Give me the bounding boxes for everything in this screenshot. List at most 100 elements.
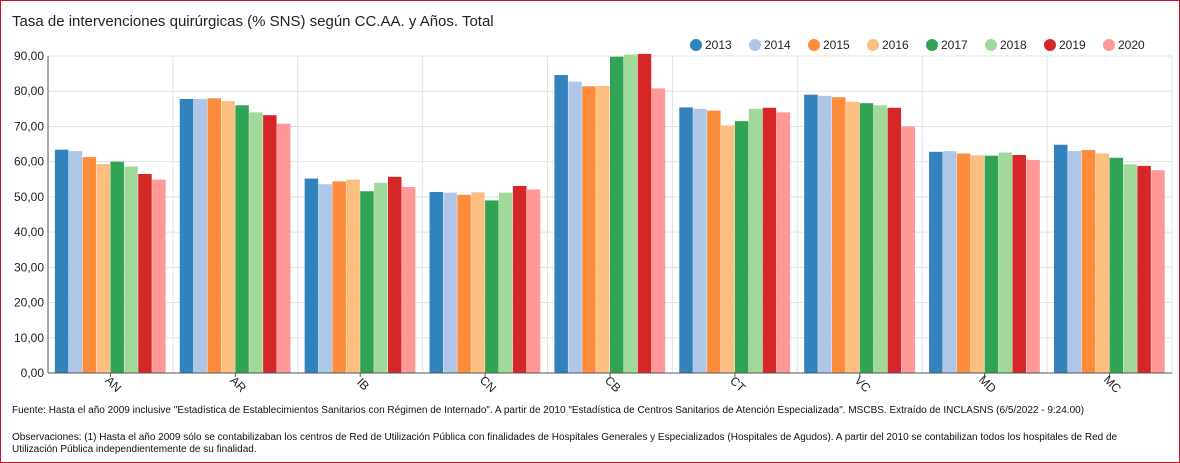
legend-marker xyxy=(1103,39,1115,51)
bar-CN-2020[interactable] xyxy=(526,189,541,373)
legend-label: 2020 xyxy=(1118,38,1145,52)
bar-MD-2017[interactable] xyxy=(984,155,999,373)
bar-MC-2019[interactable] xyxy=(1137,165,1151,373)
legend-marker xyxy=(985,39,997,51)
bar-MD-2019[interactable] xyxy=(1012,154,1026,373)
observations-note: Observaciones: (1) Hasta el año 2009 sól… xyxy=(12,432,1118,455)
bar-MC-2013[interactable] xyxy=(1053,144,1068,373)
bar-CB-2016[interactable] xyxy=(596,85,610,373)
bar-CB-2020[interactable] xyxy=(651,88,666,374)
bar-VC-2020[interactable] xyxy=(901,126,915,373)
legend-item-2014[interactable]: 2014 xyxy=(749,38,791,52)
bar-AN-2018[interactable] xyxy=(124,166,138,373)
bar-CT-2018[interactable] xyxy=(748,108,763,373)
bar-MC-2014[interactable] xyxy=(1067,151,1082,373)
bar-MD-2015[interactable] xyxy=(956,153,971,373)
bar-MC-2020[interactable] xyxy=(1151,170,1165,373)
y-tick-label: 70,00 xyxy=(14,119,44,133)
bar-CT-2017[interactable] xyxy=(734,121,749,373)
bar-VC-2014[interactable] xyxy=(818,95,832,374)
bar-MD-2014[interactable] xyxy=(942,151,957,373)
x-tick-label: CN xyxy=(477,373,499,395)
legend-label: 2017 xyxy=(941,38,968,52)
legend-marker xyxy=(926,39,938,51)
x-tick-label: MD xyxy=(976,373,999,396)
bar-MD-2013[interactable] xyxy=(929,151,943,373)
bar-CN-2019[interactable] xyxy=(512,185,527,373)
bar-AN-2017[interactable] xyxy=(110,161,124,373)
legend-label: 2018 xyxy=(1000,38,1027,52)
bar-IB-2018[interactable] xyxy=(374,182,388,373)
bar-CB-2019[interactable] xyxy=(637,53,652,373)
bar-MD-2020[interactable] xyxy=(1026,159,1040,373)
bar-VC-2013[interactable] xyxy=(804,94,818,374)
bar-AR-2015[interactable] xyxy=(207,98,222,374)
y-tick-label: 30,00 xyxy=(14,260,44,274)
legend-item-2018[interactable]: 2018 xyxy=(985,38,1027,52)
bar-IB-2019[interactable] xyxy=(388,176,402,373)
bar-AR-2019[interactable] xyxy=(263,115,277,374)
bar-MC-2015[interactable] xyxy=(1081,150,1096,373)
bar-IB-2017[interactable] xyxy=(360,191,374,373)
legend-item-2019[interactable]: 2019 xyxy=(1044,38,1086,52)
bar-MD-2018[interactable] xyxy=(998,152,1013,373)
bar-CT-2016[interactable] xyxy=(721,125,735,373)
bar-CB-2014[interactable] xyxy=(568,81,582,374)
bar-AR-2017[interactable] xyxy=(235,105,249,373)
bar-CB-2017[interactable] xyxy=(610,56,624,373)
legend-item-2020[interactable]: 2020 xyxy=(1103,38,1145,52)
bar-AR-2020[interactable] xyxy=(277,123,291,373)
bar-MD-2016[interactable] xyxy=(970,155,985,373)
bar-AN-2014[interactable] xyxy=(68,151,83,373)
bar-CT-2015[interactable] xyxy=(707,110,721,373)
bar-CT-2019[interactable] xyxy=(762,107,777,373)
bar-CN-2016[interactable] xyxy=(471,192,485,373)
bars xyxy=(54,53,1165,374)
bar-CB-2013[interactable] xyxy=(554,75,568,374)
bar-CN-2018[interactable] xyxy=(499,192,513,373)
bar-MC-2016[interactable] xyxy=(1095,153,1110,373)
bar-VC-2016[interactable] xyxy=(845,101,860,373)
bar-CN-2013[interactable] xyxy=(429,191,444,373)
bar-CT-2020[interactable] xyxy=(776,112,791,374)
bar-VC-2019[interactable] xyxy=(887,107,902,373)
bar-AN-2020[interactable] xyxy=(152,179,166,373)
bar-CN-2015[interactable] xyxy=(457,194,471,373)
bar-VC-2017[interactable] xyxy=(859,103,874,373)
x-tick-label: CT xyxy=(727,374,749,396)
legend[interactable]: 2013 2014 2015 2016 2017 2018 2019 2020 xyxy=(690,38,1145,52)
bar-CT-2013[interactable] xyxy=(679,107,693,374)
bar-VC-2018[interactable] xyxy=(873,105,888,373)
bar-AR-2018[interactable] xyxy=(249,112,263,374)
legend-item-2015[interactable]: 2015 xyxy=(808,38,850,52)
bar-IB-2015[interactable] xyxy=(332,181,346,373)
bar-CN-2014[interactable] xyxy=(443,192,457,373)
bar-AR-2013[interactable] xyxy=(179,98,194,373)
legend-item-2016[interactable]: 2016 xyxy=(867,38,909,52)
bar-CN-2017[interactable] xyxy=(485,200,499,373)
bar-IB-2013[interactable] xyxy=(304,178,319,373)
bar-AN-2016[interactable] xyxy=(96,164,111,373)
bar-CB-2015[interactable] xyxy=(582,86,596,373)
bar-MC-2018[interactable] xyxy=(1123,164,1137,373)
y-axis-ticks: 0,00 10,00 20,00 30,00 40,00 50,00 60,00 70,00 8… xyxy=(14,49,44,380)
legend-marker xyxy=(1044,39,1056,51)
bar-CB-2018[interactable] xyxy=(623,54,638,374)
bar-VC-2015[interactable] xyxy=(831,97,846,374)
x-tick-label: IB xyxy=(354,375,372,393)
bar-AN-2013[interactable] xyxy=(54,149,69,373)
bar-AR-2016[interactable] xyxy=(221,101,235,373)
legend-marker xyxy=(808,39,820,51)
legend-item-2017[interactable]: 2017 xyxy=(926,38,968,52)
bar-IB-2014[interactable] xyxy=(318,184,333,373)
bar-IB-2016[interactable] xyxy=(346,179,360,373)
bar-AN-2015[interactable] xyxy=(82,157,97,373)
bar-MC-2017[interactable] xyxy=(1109,157,1124,373)
bar-AR-2014[interactable] xyxy=(193,98,208,373)
bar-CT-2014[interactable] xyxy=(693,108,707,373)
bar-IB-2020[interactable] xyxy=(401,187,416,373)
bar-AN-2019[interactable] xyxy=(138,173,152,373)
y-tick-label: 90,00 xyxy=(14,49,44,63)
legend-item-2013[interactable]: 2013 xyxy=(690,38,732,52)
